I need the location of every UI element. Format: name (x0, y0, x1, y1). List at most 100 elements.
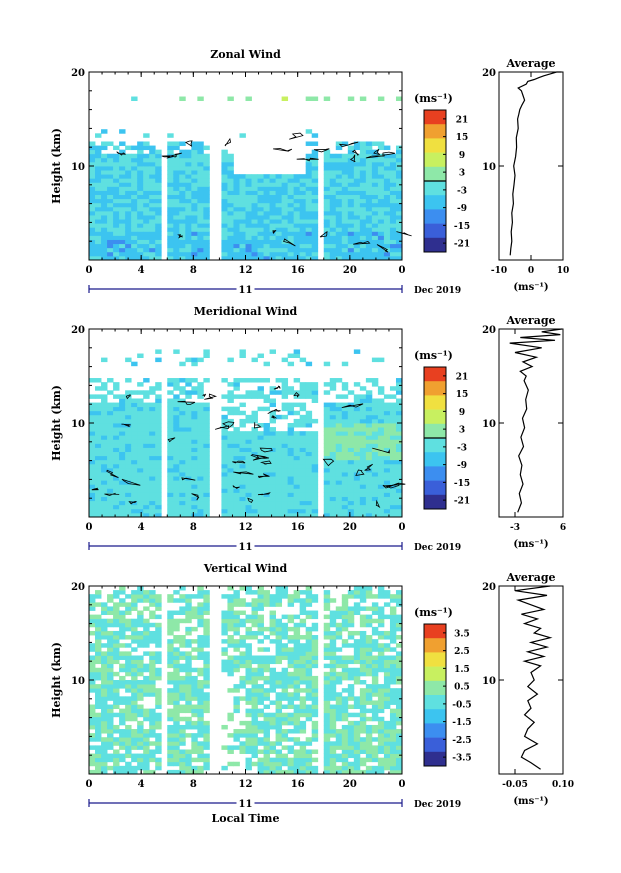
heatmap-cell (155, 720, 162, 726)
heatmap-cell (347, 190, 355, 196)
heatmap-cell (371, 496, 379, 502)
heatmap-cell (137, 671, 144, 677)
heatmap-cell (281, 753, 289, 759)
heatmap-cell (353, 586, 361, 591)
heatmap-cell (143, 630, 150, 636)
heatmap-cell (281, 227, 289, 232)
heatmap-cell (125, 626, 132, 632)
heatmap-cell (311, 512, 319, 518)
heatmap-cell (329, 178, 337, 183)
heatmap-cell (149, 427, 156, 432)
heatmap-cell (329, 480, 337, 485)
heatmap-cell (311, 769, 319, 775)
heatmap-cell (167, 472, 174, 477)
heatmap-cell (377, 174, 385, 179)
heatmap-cell (173, 729, 180, 734)
heatmap-cell (377, 472, 385, 477)
heatmap-cell (155, 463, 162, 469)
heatmap-cell (335, 166, 343, 171)
heatmap-cell (389, 206, 397, 212)
colorbar-segment (424, 223, 446, 239)
heatmap-cell (395, 757, 403, 763)
heatmap-cell (347, 737, 355, 742)
heatmap-cell (167, 157, 174, 163)
heatmap-cell (107, 647, 114, 652)
heatmap-cell (143, 765, 150, 771)
heatmap-cell (371, 215, 379, 220)
heatmap-cell (251, 223, 258, 228)
heatmap-cell (197, 602, 204, 607)
heatmap-cell (275, 635, 283, 640)
heatmap-cell (353, 484, 361, 489)
heatmap-cell (299, 243, 307, 249)
heatmap-cell (155, 190, 162, 196)
heatmap-cell (179, 508, 186, 514)
heatmap-cell (269, 447, 276, 453)
heatmap-cell (383, 488, 391, 493)
heatmap-cell (383, 614, 391, 620)
heatmap-cell (95, 488, 102, 493)
heatmap-cell (287, 594, 295, 599)
heatmap-cell (95, 467, 102, 473)
heatmap-cell (197, 480, 204, 485)
heatmap-cell (113, 219, 120, 224)
heatmap-cell (365, 655, 373, 660)
heatmap-cell (101, 243, 108, 249)
heatmap-cell (233, 630, 240, 636)
heatmap-cell (341, 219, 349, 224)
heatmap-cell (341, 602, 349, 607)
heatmap-cell (173, 223, 180, 228)
heatmap-cell (221, 427, 228, 432)
heatmap-cell (311, 476, 319, 481)
heatmap-cell (377, 357, 385, 363)
heatmap-cell (239, 622, 246, 628)
colorbar-segment (424, 709, 446, 724)
heatmap-cell (305, 716, 313, 722)
heatmap-cell (95, 186, 102, 191)
heatmap-cell (203, 153, 210, 159)
heatmap-cell (371, 439, 379, 444)
heatmap-cell (173, 255, 180, 261)
heatmap-cell (353, 451, 361, 457)
heatmap-cell (245, 712, 252, 718)
heatmap-cell (299, 414, 307, 420)
heatmap-cell (197, 443, 204, 448)
heatmap-cell (185, 733, 192, 738)
heatmap-cell (95, 684, 102, 689)
heatmap-cell (191, 765, 198, 771)
heatmap-cell (257, 219, 264, 224)
heatmap-cell (221, 765, 228, 771)
heatmap-cell (263, 484, 270, 489)
heatmap-cell (233, 467, 240, 473)
heatmap-cell (257, 210, 264, 216)
heatmap-cell (287, 671, 295, 677)
heatmap-cell (389, 418, 397, 424)
heatmap-cell (323, 761, 331, 767)
heatmap-cell (185, 488, 192, 493)
contour-lines (91, 385, 406, 509)
heatmap-cell (95, 145, 102, 151)
heatmap-cell (383, 720, 391, 726)
heatmap-cell (107, 251, 114, 257)
heatmap-cell (305, 688, 313, 693)
heatmap-cell (245, 651, 252, 656)
heatmap-cell (299, 472, 307, 477)
heatmap-cell (227, 418, 234, 424)
heatmap-cell (101, 720, 108, 726)
heatmap-cell (365, 472, 373, 477)
heatmap-cell (335, 630, 343, 636)
heatmap-cell (149, 769, 156, 775)
heatmap-cell (245, 586, 252, 591)
heatmap-cell (179, 255, 186, 261)
heatmap-cell (377, 418, 385, 424)
heatmap-cell (395, 455, 403, 461)
heatmap-cell (239, 488, 246, 493)
colorbar-segment (424, 181, 446, 196)
heatmap-cell (143, 737, 150, 742)
heatmap-cell (263, 447, 270, 453)
heatmap-cell (185, 174, 192, 179)
heatmap-cell (107, 651, 114, 656)
date-label-bg (236, 797, 255, 808)
heatmap-cell (311, 488, 319, 493)
heatmap-cell (359, 614, 367, 620)
